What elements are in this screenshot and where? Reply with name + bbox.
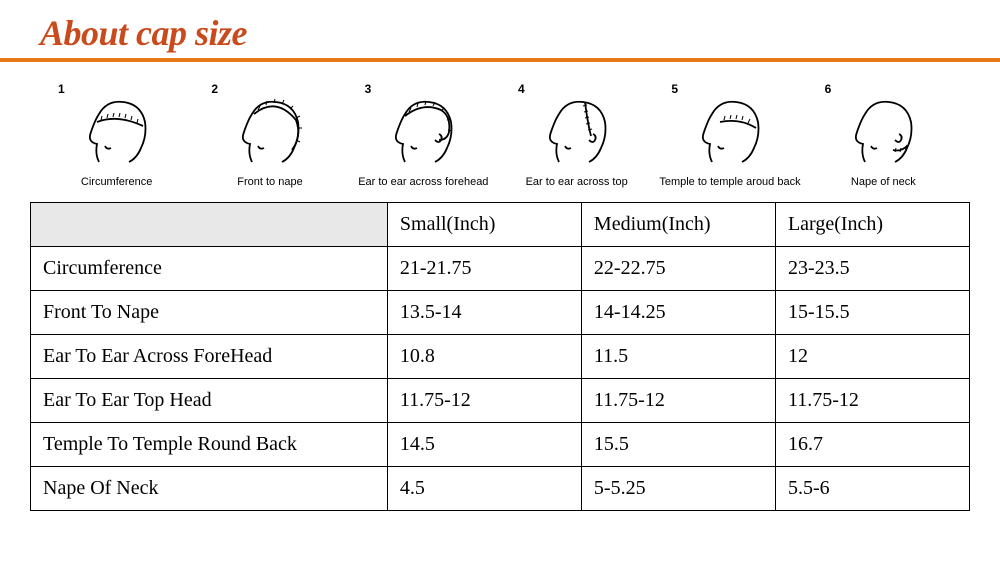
cell: 11.75-12 xyxy=(581,379,775,423)
cell: 10.8 xyxy=(387,335,581,379)
table-header: Small(Inch) xyxy=(387,203,581,247)
table-header: Medium(Inch) xyxy=(581,203,775,247)
page-title: About cap size xyxy=(0,0,1000,58)
diagram-cell: 1 Circumference xyxy=(40,82,193,188)
diagram-cell: 6 Nape of neck xyxy=(807,82,960,188)
diagram-label: Temple to temple aroud back xyxy=(659,176,800,188)
diagram-number: 4 xyxy=(518,82,525,96)
cell: 15.5 xyxy=(581,423,775,467)
diagram-label: Ear to ear across forehead xyxy=(358,176,488,188)
diagram-label: Nape of neck xyxy=(851,176,916,188)
table-header-blank xyxy=(31,203,388,247)
diagram-label: Ear to ear across top xyxy=(526,176,628,188)
cell: 14-14.25 xyxy=(581,291,775,335)
cell: 5.5-6 xyxy=(775,467,969,511)
cell: 15-15.5 xyxy=(775,291,969,335)
table-body: Circumference 21-21.75 22-22.75 23-23.5 … xyxy=(31,247,970,511)
diagram-number: 6 xyxy=(825,82,832,96)
row-label: Ear To Ear Across ForeHead xyxy=(31,335,388,379)
cell: 5-5.25 xyxy=(581,467,775,511)
head-icon-ear-top xyxy=(537,92,617,172)
table-row: Front To Nape 13.5-14 14-14.25 15-15.5 xyxy=(31,291,970,335)
head-icon-nape xyxy=(843,92,923,172)
cell: 11.75-12 xyxy=(387,379,581,423)
cell: 23-23.5 xyxy=(775,247,969,291)
table-row: Temple To Temple Round Back 14.5 15.5 16… xyxy=(31,423,970,467)
size-table: Small(Inch) Medium(Inch) Large(Inch) Cir… xyxy=(30,202,970,511)
table-row: Nape Of Neck 4.5 5-5.25 5.5-6 xyxy=(31,467,970,511)
diagram-label: Front to nape xyxy=(237,176,302,188)
head-icon-ear-forehead xyxy=(383,92,463,172)
head-icon-circumference xyxy=(77,92,157,172)
diagram-number: 2 xyxy=(211,82,218,96)
head-icon-front-to-nape xyxy=(230,92,310,172)
table-header: Large(Inch) xyxy=(775,203,969,247)
diagram-number: 1 xyxy=(58,82,65,96)
cell: 22-22.75 xyxy=(581,247,775,291)
diagram-cell: 3 Ear to ear across forehead xyxy=(347,82,500,188)
cell: 4.5 xyxy=(387,467,581,511)
table-row: Ear To Ear Across ForeHead 10.8 11.5 12 xyxy=(31,335,970,379)
cell: 11.75-12 xyxy=(775,379,969,423)
diagrams-row: 1 Circumference 2 Front to nape 3 xyxy=(30,82,970,188)
cell: 16.7 xyxy=(775,423,969,467)
row-label: Nape Of Neck xyxy=(31,467,388,511)
head-icon-temple-back xyxy=(690,92,770,172)
cell: 21-21.75 xyxy=(387,247,581,291)
cell: 13.5-14 xyxy=(387,291,581,335)
cell: 11.5 xyxy=(581,335,775,379)
table-header-row: Small(Inch) Medium(Inch) Large(Inch) xyxy=(31,203,970,247)
diagram-label: Circumference xyxy=(81,176,153,188)
cell: 12 xyxy=(775,335,969,379)
diagram-number: 5 xyxy=(671,82,678,96)
diagram-cell: 4 Ear to ear across top xyxy=(500,82,653,188)
row-label: Ear To Ear Top Head xyxy=(31,379,388,423)
table-row: Circumference 21-21.75 22-22.75 23-23.5 xyxy=(31,247,970,291)
diagram-cell: 5 Temple to temple aroud back xyxy=(653,82,806,188)
diagram-number: 3 xyxy=(365,82,372,96)
row-label: Circumference xyxy=(31,247,388,291)
row-label: Temple To Temple Round Back xyxy=(31,423,388,467)
row-label: Front To Nape xyxy=(31,291,388,335)
diagram-cell: 2 Front to nape xyxy=(193,82,346,188)
table-row: Ear To Ear Top Head 11.75-12 11.75-12 11… xyxy=(31,379,970,423)
cell: 14.5 xyxy=(387,423,581,467)
content-area: 1 Circumference 2 Front to nape 3 xyxy=(0,62,1000,521)
